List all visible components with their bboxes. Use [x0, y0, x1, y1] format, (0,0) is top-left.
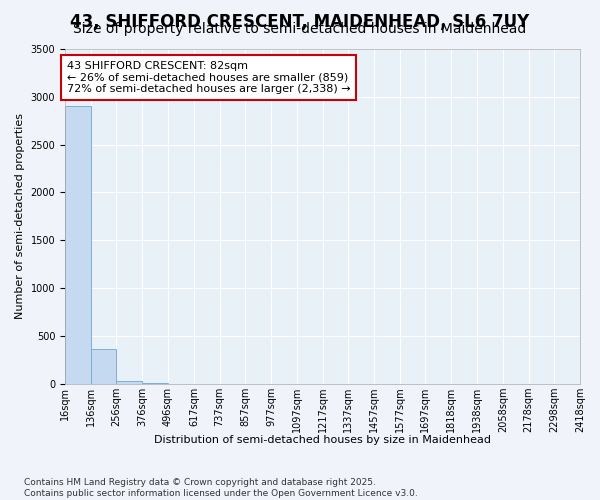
Text: 43 SHIFFORD CRESCENT: 82sqm
← 26% of semi-detached houses are smaller (859)
72% : 43 SHIFFORD CRESCENT: 82sqm ← 26% of sem… [67, 61, 350, 94]
Y-axis label: Number of semi-detached properties: Number of semi-detached properties [15, 114, 25, 320]
Bar [65, 106, 91, 384]
X-axis label: Distribution of semi-detached houses by size in Maidenhead: Distribution of semi-detached houses by … [154, 435, 491, 445]
Text: Size of property relative to semi-detached houses in Maidenhead: Size of property relative to semi-detach… [73, 22, 527, 36]
Text: Contains HM Land Registry data © Crown copyright and database right 2025.
Contai: Contains HM Land Registry data © Crown c… [24, 478, 418, 498]
Text: 43, SHIFFORD CRESCENT, MAIDENHEAD, SL6 7UY: 43, SHIFFORD CRESCENT, MAIDENHEAD, SL6 7… [70, 12, 530, 30]
Bar [91, 350, 116, 384]
Bar [116, 381, 142, 384]
